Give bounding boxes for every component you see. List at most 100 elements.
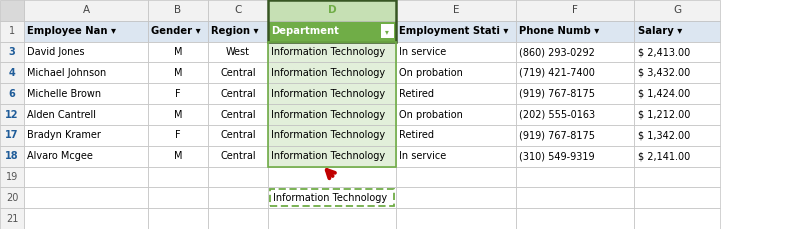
Text: Information Technology: Information Technology [271,68,386,78]
Text: 3: 3 [9,47,15,57]
Text: M: M [174,47,182,57]
Bar [634,125,720,146]
Text: B: B [174,5,182,15]
Bar [516,208,634,229]
Bar [208,104,268,125]
Bar [634,208,720,229]
Bar [148,42,208,63]
Bar [634,146,720,166]
Bar [24,21,148,42]
Text: (202) 555-0163: (202) 555-0163 [519,109,595,120]
Bar [268,42,396,63]
Bar [268,42,396,166]
Bar [24,42,148,63]
Bar [268,83,396,104]
Bar [24,0,148,21]
Text: Bradyn Kramer: Bradyn Kramer [27,130,101,140]
Text: G: G [673,5,682,15]
Bar [634,83,720,104]
Text: In service: In service [399,47,446,57]
Text: (919) 767-8175: (919) 767-8175 [519,89,595,99]
Text: (719) 421-7400: (719) 421-7400 [519,68,595,78]
Text: Central: Central [220,68,256,78]
Text: Retired: Retired [399,89,434,99]
Bar [24,146,148,166]
Text: 21: 21 [6,214,18,224]
Bar [268,125,396,146]
Bar [24,208,148,229]
Text: 18: 18 [5,151,19,161]
Text: $ 2,413.00: $ 2,413.00 [638,47,690,57]
Bar [268,0,396,42]
Bar [148,0,208,21]
Bar [270,189,394,206]
Bar [24,83,148,104]
Text: 1: 1 [9,26,15,36]
Text: $ 3,432.00: $ 3,432.00 [638,68,690,78]
Text: Central: Central [220,109,256,120]
Bar [396,146,516,166]
Bar [396,187,516,208]
Bar [396,21,516,42]
Bar [396,208,516,229]
Bar [268,146,396,166]
Text: ▾: ▾ [386,27,389,36]
Bar [516,125,634,146]
Text: In service: In service [399,151,446,161]
Bar [208,42,268,63]
Text: West: West [226,47,250,57]
Text: (919) 767-8175: (919) 767-8175 [519,130,595,140]
Bar [24,125,148,146]
Bar [148,21,208,42]
Bar [0,125,24,146]
Bar [516,166,634,187]
Bar [0,146,24,166]
Bar [148,125,208,146]
Bar [208,166,268,187]
Text: Michelle Brown: Michelle Brown [27,89,102,99]
Bar [634,21,720,42]
Text: $ 1,212.00: $ 1,212.00 [638,109,690,120]
Text: 12: 12 [6,109,18,120]
Text: Gender ▾: Gender ▾ [151,26,201,36]
Bar [268,166,396,187]
Text: Alden Cantrell: Alden Cantrell [27,109,96,120]
Text: Information Technology: Information Technology [271,109,386,120]
Bar [381,24,394,38]
Bar [24,166,148,187]
Text: E: E [453,5,459,15]
Text: M: M [174,68,182,78]
Text: A: A [82,5,90,15]
Bar [0,0,24,21]
Text: Information Technology: Information Technology [271,130,386,140]
Text: $ 1,424.00: $ 1,424.00 [638,89,690,99]
Bar [148,187,208,208]
Text: Region ▾: Region ▾ [211,26,258,36]
Text: F: F [175,89,181,99]
Bar [148,146,208,166]
Text: Central: Central [220,130,256,140]
Text: 17: 17 [6,130,18,140]
Text: (310) 549-9319: (310) 549-9319 [519,151,595,161]
Text: Employment Stati ▾: Employment Stati ▾ [399,26,509,36]
Text: (860) 293-0292: (860) 293-0292 [519,47,595,57]
Bar [208,208,268,229]
Bar [0,104,24,125]
Text: On probation: On probation [399,109,463,120]
Bar [268,21,396,42]
Text: M: M [174,151,182,161]
Text: F: F [175,130,181,140]
Bar [634,0,720,21]
Text: D: D [328,5,336,15]
Text: $ 2,141.00: $ 2,141.00 [638,151,690,161]
Text: 6: 6 [9,89,15,99]
Text: On probation: On probation [399,68,463,78]
Bar [0,42,24,63]
Bar [148,63,208,83]
Bar [208,146,268,166]
Text: Employee Nan ▾: Employee Nan ▾ [27,26,116,36]
Bar [0,83,24,104]
Bar [24,104,148,125]
Text: Information Technology: Information Technology [271,47,386,57]
Text: 19: 19 [6,172,18,182]
